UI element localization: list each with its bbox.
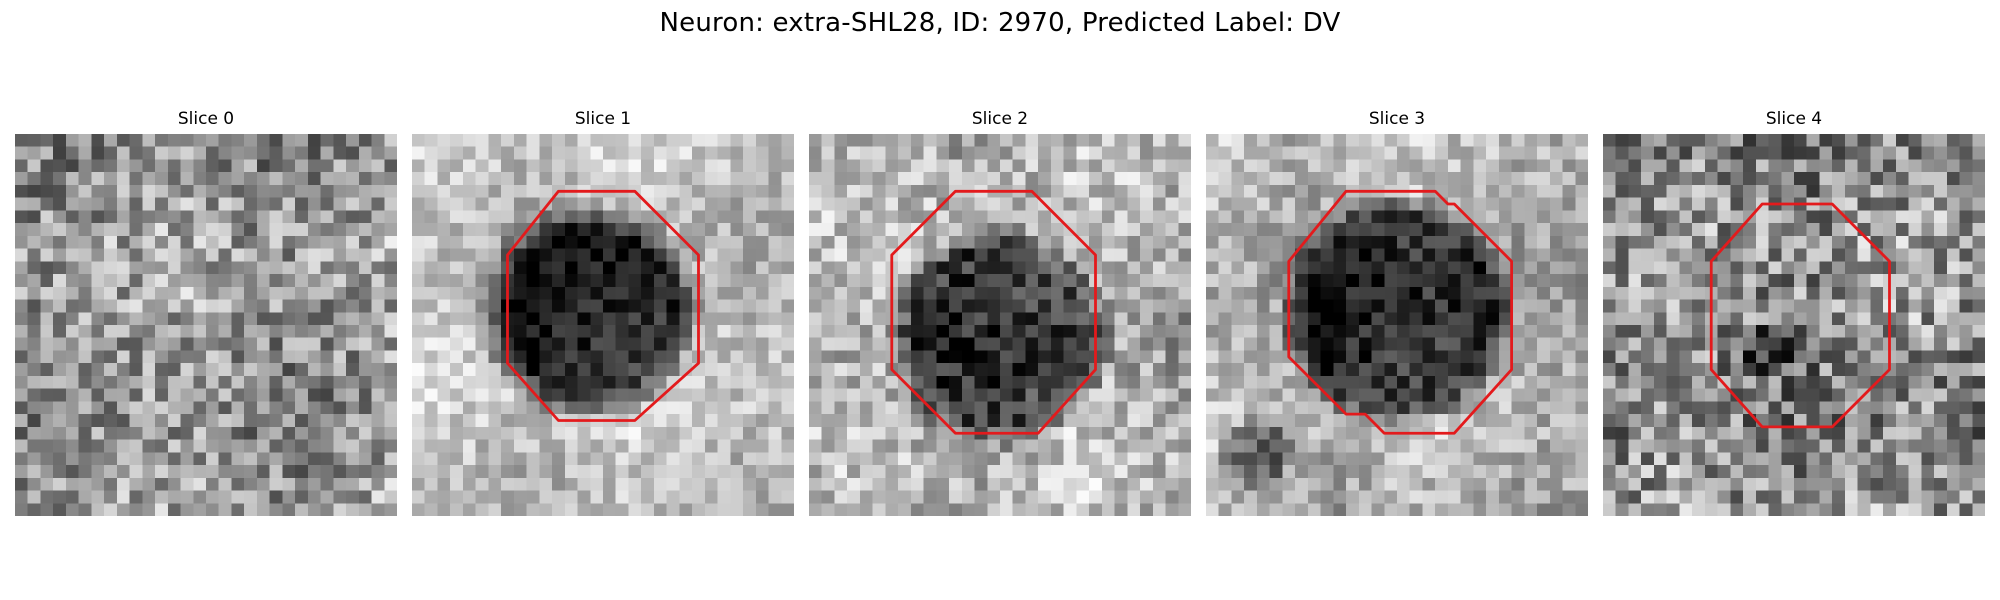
slice-panel-2: Slice 2 <box>809 108 1191 516</box>
slice-image <box>412 134 794 516</box>
slice-panel-1: Slice 1 <box>412 108 794 516</box>
figure-title: Neuron: extra-SHL28, ID: 2970, Predicted… <box>659 8 1341 38</box>
slice-title: Slice 1 <box>574 109 632 129</box>
slice-image <box>1206 134 1588 516</box>
slice-panel-3: Slice 3 <box>1206 108 1588 516</box>
slice-image <box>1603 134 1985 516</box>
pixel-grid <box>412 134 794 516</box>
slice-title: Slice 2 <box>971 109 1029 129</box>
roi-outline <box>1287 189 1514 435</box>
roi-outline <box>506 189 700 422</box>
slice-title: Slice 4 <box>1765 109 1823 129</box>
slice-image <box>15 134 397 516</box>
roi-outline <box>890 189 1097 435</box>
slice-panel-4: Slice 4 <box>1603 108 1985 516</box>
slice-panel-0: Slice 0 <box>15 108 397 516</box>
pixel-grid <box>1206 134 1588 516</box>
slice-title: Slice 3 <box>1368 109 1426 129</box>
slice-image <box>809 134 1191 516</box>
slice-title: Slice 0 <box>177 109 235 129</box>
pixel-grid <box>1603 134 1985 516</box>
roi-outline <box>1709 202 1891 429</box>
pixel-grid <box>15 134 397 516</box>
pixel-grid <box>809 134 1191 516</box>
